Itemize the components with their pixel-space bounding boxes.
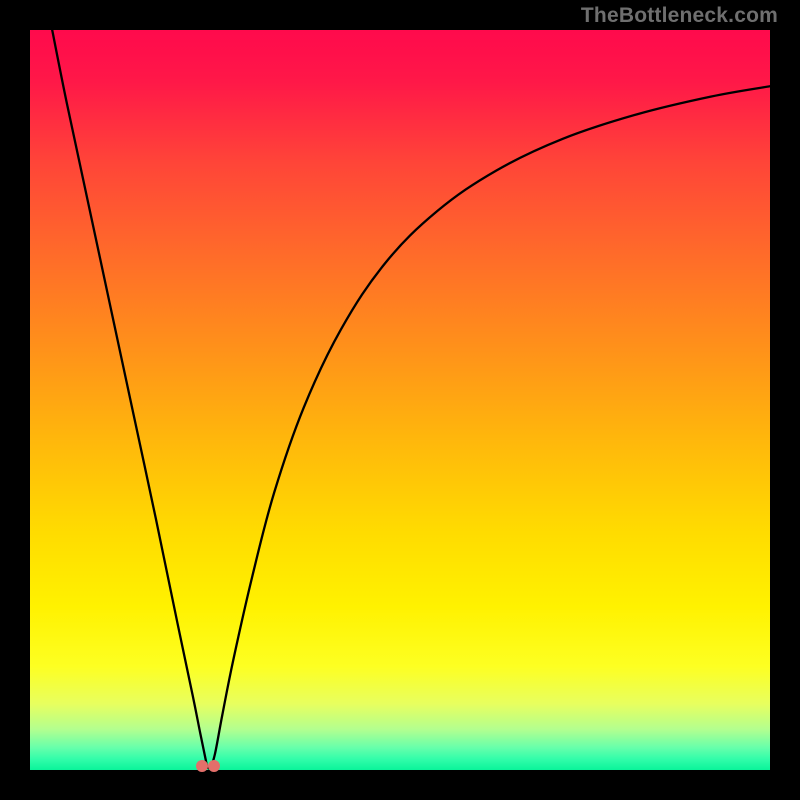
min-marker-0 [196,760,208,772]
frame-border-right [770,0,800,800]
gradient-and-curve [30,30,770,770]
watermark-text: TheBottleneck.com [581,4,778,28]
frame-border-left [0,0,30,800]
frame-border-bottom [0,770,800,800]
plot-area [30,30,770,770]
min-marker-1 [208,760,220,772]
